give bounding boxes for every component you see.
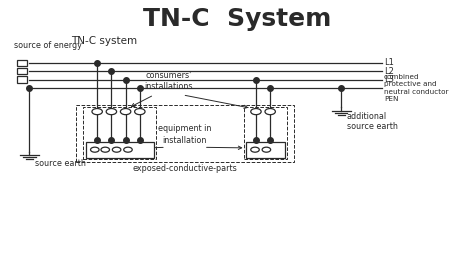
Circle shape [91, 147, 99, 152]
Text: additional
source earth: additional source earth [347, 112, 398, 131]
Text: consumers'
installations: consumers' installations [144, 71, 192, 91]
Bar [17, 60, 27, 66]
Text: source earth: source earth [35, 159, 86, 168]
Circle shape [251, 109, 261, 115]
Bar [244, 107, 287, 159]
Circle shape [262, 147, 271, 152]
Text: TN-C system: TN-C system [71, 36, 137, 46]
Circle shape [135, 109, 145, 115]
Bar [246, 142, 285, 158]
Text: equipment in
installation: equipment in installation [158, 124, 211, 145]
Circle shape [92, 109, 102, 115]
Text: combined
protective and
neutral conductor
PEN: combined protective and neutral conducto… [384, 74, 448, 102]
Bar [76, 105, 294, 162]
Circle shape [265, 109, 275, 115]
Bar [86, 142, 154, 158]
Bar [83, 107, 156, 159]
Text: source of energy: source of energy [14, 41, 82, 50]
Circle shape [120, 109, 131, 115]
Text: exposed-conductive-parts: exposed-conductive-parts [133, 164, 237, 173]
Circle shape [101, 147, 109, 152]
Text: TN-C  System: TN-C System [143, 7, 331, 31]
Circle shape [112, 147, 121, 152]
Circle shape [106, 109, 117, 115]
Text: L3: L3 [384, 75, 394, 84]
Bar [17, 68, 27, 74]
Circle shape [251, 147, 259, 152]
Text: L2: L2 [384, 67, 394, 76]
Circle shape [124, 147, 132, 152]
Bar [17, 76, 27, 83]
Text: L1: L1 [384, 58, 394, 67]
